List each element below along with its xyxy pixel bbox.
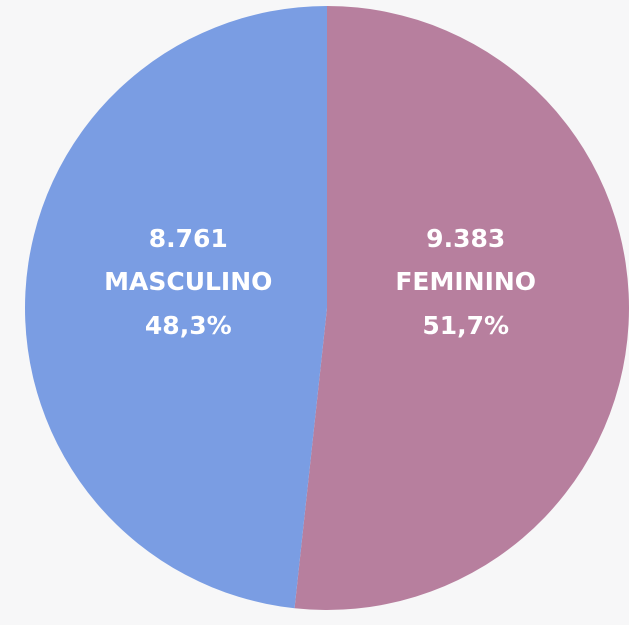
slice-category-label: FEMININO (395, 267, 536, 296)
slice-value-label: 8.761 (149, 224, 228, 253)
slice-category-label: MASCULINO (104, 267, 272, 296)
slice-value-label: 9.383 (426, 224, 505, 253)
slice-percentage-label: 48,3% (145, 311, 232, 340)
slice-percentage-label: 51,7% (422, 311, 509, 340)
pie-slice (294, 6, 629, 610)
pie-slice (25, 6, 328, 609)
